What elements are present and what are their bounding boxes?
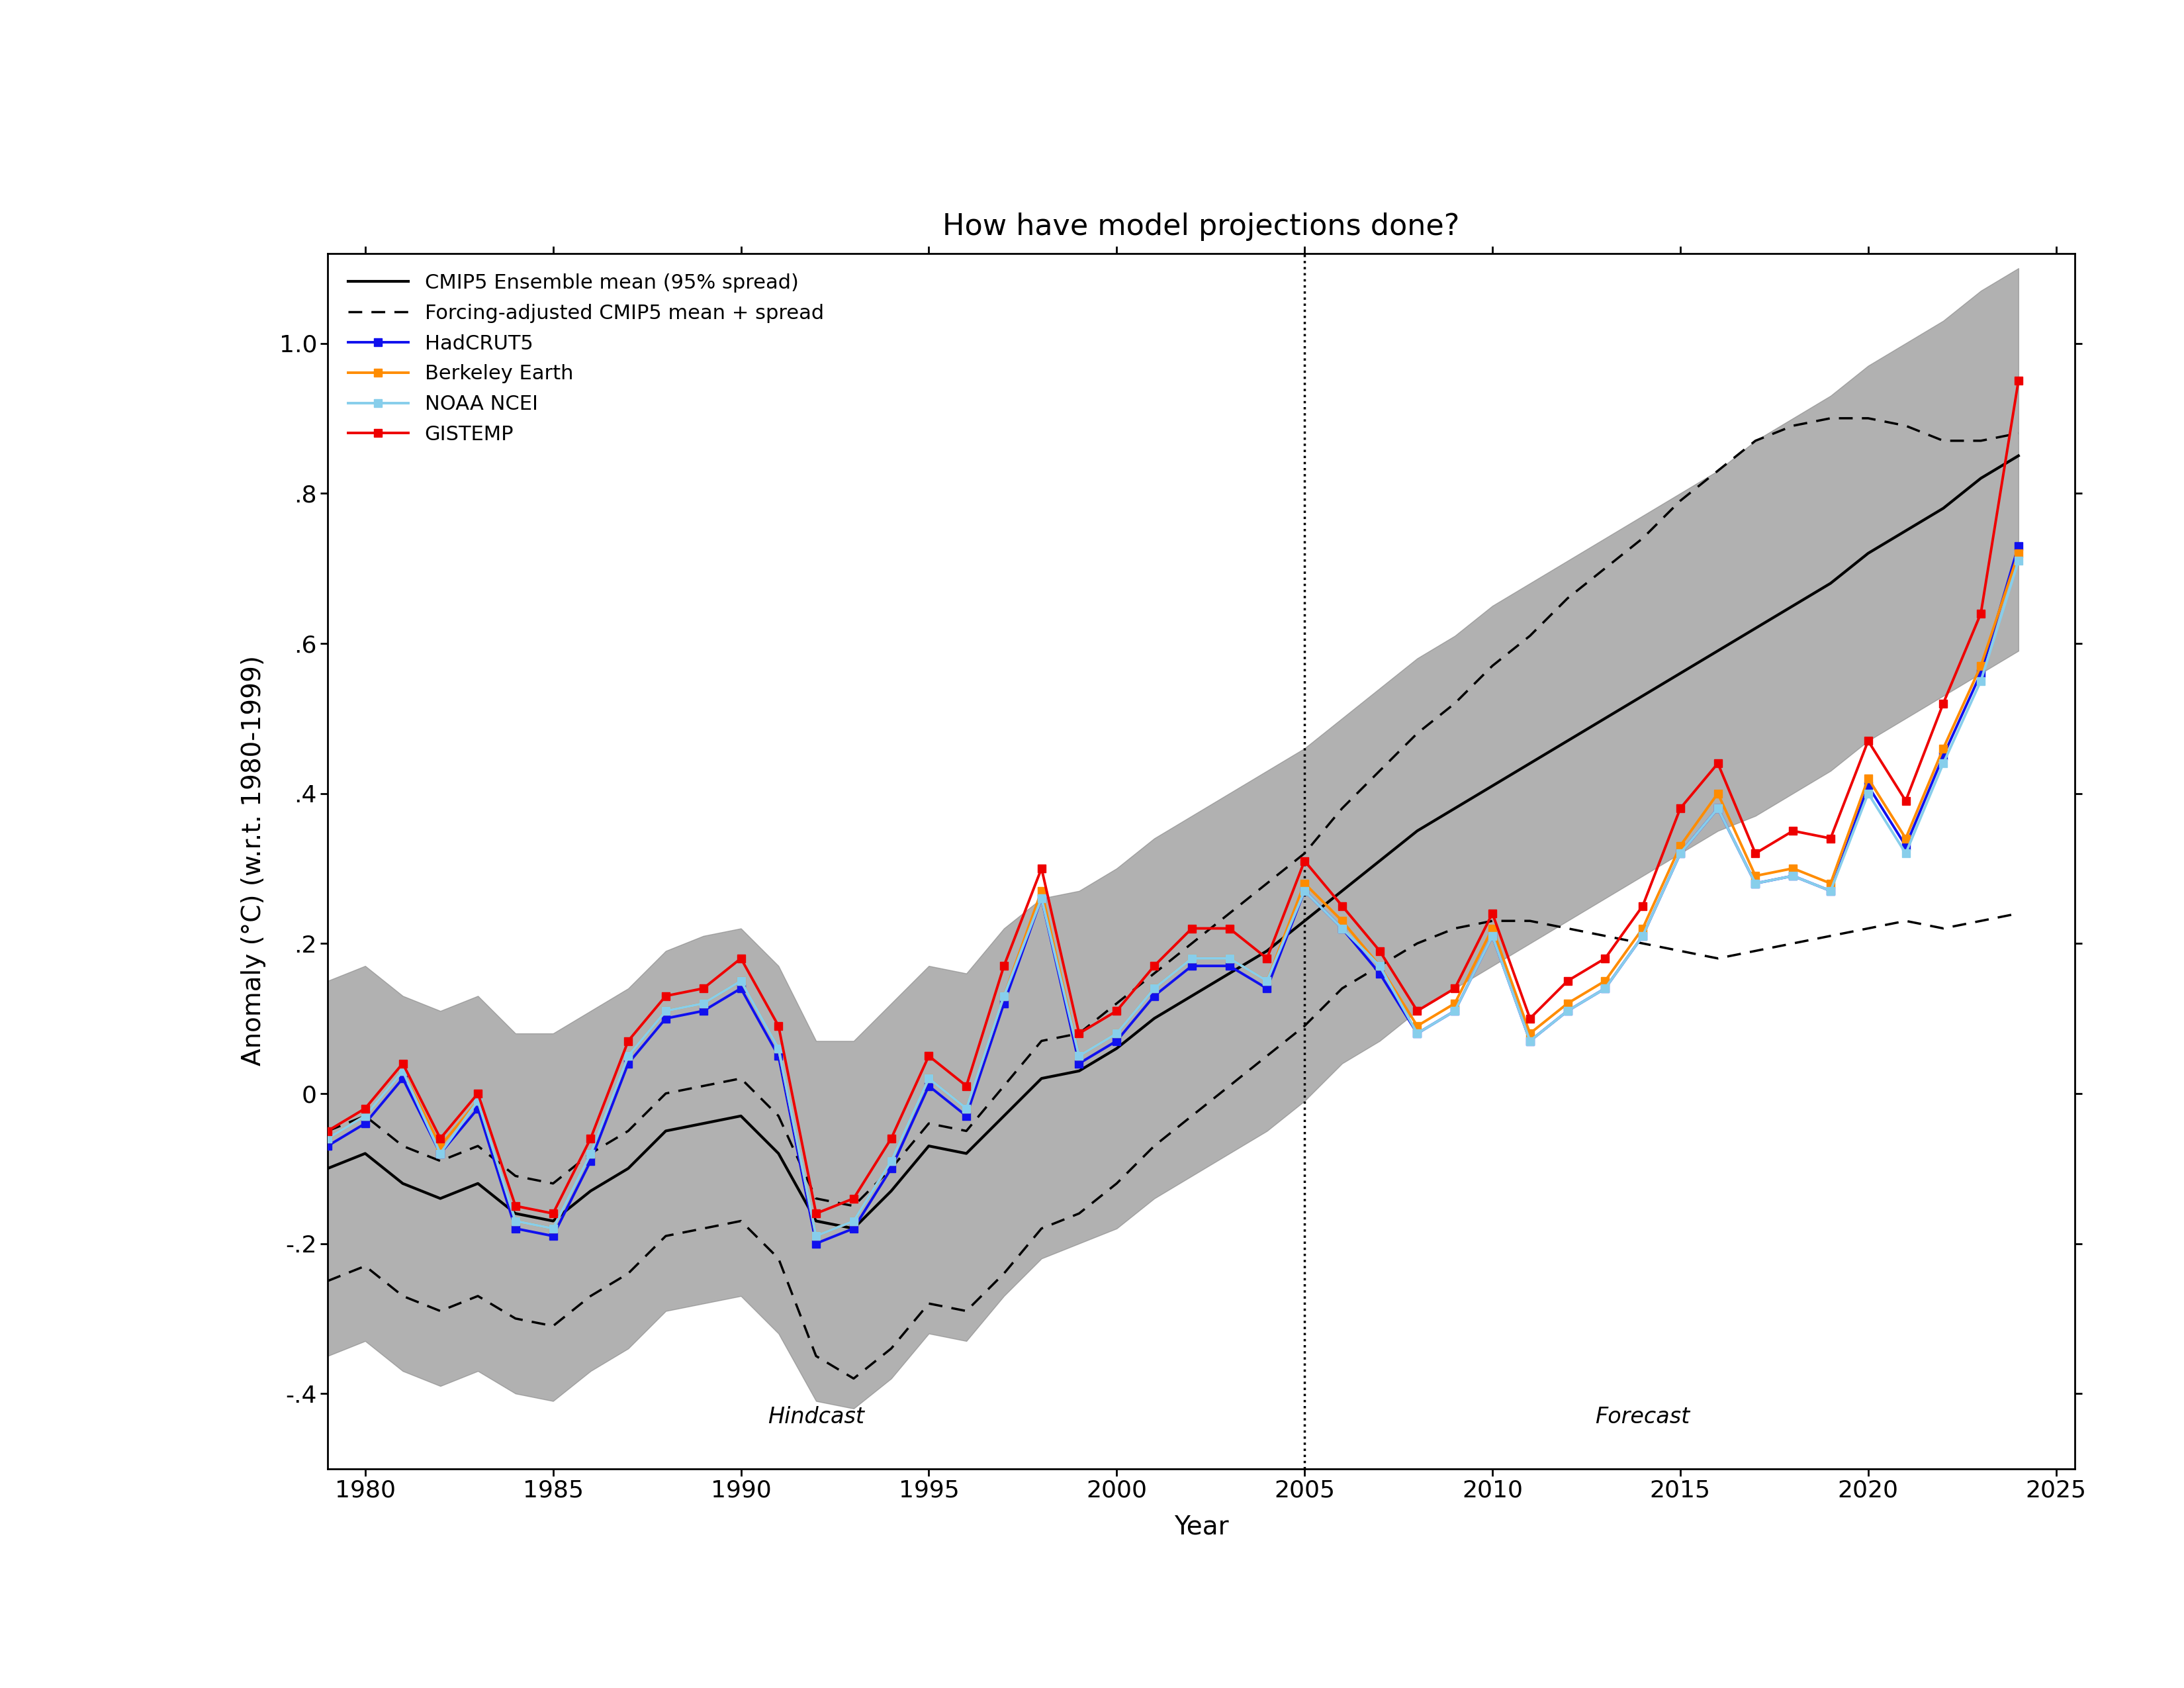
Text: Hindcast: Hindcast: [769, 1406, 865, 1428]
Text: Forecast: Forecast: [1594, 1406, 1690, 1428]
X-axis label: Year: Year: [1173, 1514, 1230, 1539]
Y-axis label: Anomaly (°C) (w.r.t. 1980-1999): Anomaly (°C) (w.r.t. 1980-1999): [240, 655, 266, 1067]
Legend: CMIP5 Ensemble mean (95% spread), Forcing-adjusted CMIP5 mean + spread, HadCRUT5: CMIP5 Ensemble mean (95% spread), Forcin…: [339, 263, 834, 454]
Title: How have model projections done?: How have model projections done?: [943, 213, 1459, 241]
